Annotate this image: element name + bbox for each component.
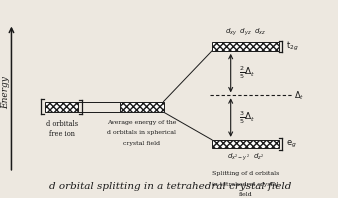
Text: $\frac{2}{5}\Delta_t$: $\frac{2}{5}\Delta_t$ [239,65,255,81]
Bar [212,140,279,148]
Text: field: field [239,192,252,197]
Text: e$_g$: e$_g$ [286,139,297,150]
Text: in tetrahedral crystal: in tetrahedral crystal [212,182,279,187]
Text: $d_{x^2-y^2}$  $d_{z^2}$: $d_{x^2-y^2}$ $d_{z^2}$ [227,151,264,163]
Bar [212,42,279,51]
Text: Splitting of d orbitals: Splitting of d orbitals [212,171,279,176]
Text: crystal field: crystal field [123,141,160,146]
Text: Energy: Energy [1,76,10,109]
Text: $\Delta_t$: $\Delta_t$ [294,89,304,102]
Text: Average energy of the: Average energy of the [107,120,176,125]
Text: d orbitals in spherical: d orbitals in spherical [107,130,176,135]
Text: free ion: free ion [49,130,75,138]
Bar [45,102,78,112]
Text: $\frac{3}{5}\Delta_t$: $\frac{3}{5}\Delta_t$ [239,109,255,126]
Text: d orbitals: d orbitals [46,120,78,128]
Text: $d_{xy}$  $d_{yz}$  $d_{xz}$: $d_{xy}$ $d_{yz}$ $d_{xz}$ [225,27,266,38]
Bar [120,102,164,112]
Text: d orbital splitting in a tetrahedral crystal field: d orbital splitting in a tetrahedral cry… [49,182,291,191]
Text: t$_{2g}$: t$_{2g}$ [286,40,299,53]
